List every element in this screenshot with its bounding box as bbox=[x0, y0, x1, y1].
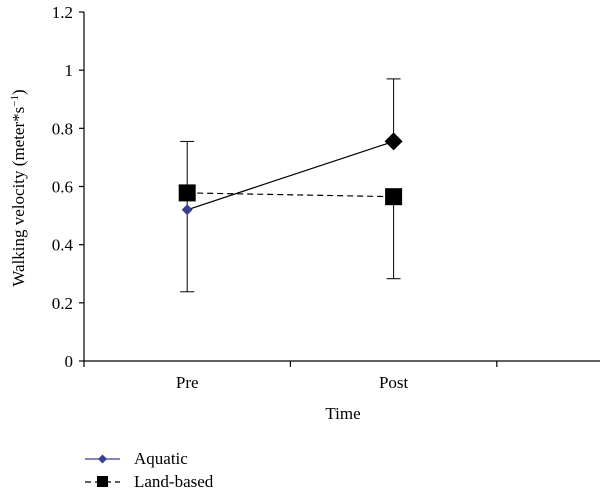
marker-aquatic bbox=[181, 204, 193, 216]
series-markers bbox=[178, 132, 403, 216]
legend-marker-land-based bbox=[97, 476, 108, 487]
x-tick-label: Post bbox=[379, 373, 409, 392]
marker-land-based bbox=[178, 184, 196, 202]
y-tick-label: 1.2 bbox=[52, 3, 73, 22]
y-axis-label: Walking velocity (meter*s−1) bbox=[9, 89, 28, 286]
legend-marker-aquatic bbox=[98, 454, 107, 464]
legend-label-aquatic: Aquatic bbox=[134, 449, 188, 468]
x-axis-label: Time bbox=[325, 404, 360, 423]
y-tick-label: 0.4 bbox=[52, 236, 74, 255]
y-tick-label: 0 bbox=[65, 352, 74, 371]
series-line-aquatic bbox=[187, 140, 394, 211]
y-tick-label: 1 bbox=[65, 61, 74, 80]
y-axis: 0 0.2 0.4 0.6 0.8 1 1.2 bbox=[52, 3, 85, 371]
series-line-land-based bbox=[187, 192, 394, 198]
series-lines bbox=[187, 140, 394, 211]
x-axis: Pre Post bbox=[83, 360, 600, 392]
legend-item-land-based: Land-based bbox=[85, 472, 214, 491]
error-bars bbox=[180, 78, 401, 293]
legend-item-aquatic: Aquatic bbox=[85, 449, 188, 468]
legend: Aquatic Land-based bbox=[85, 449, 214, 491]
legend-label-land-based: Land-based bbox=[134, 472, 214, 491]
x-tick-label: Pre bbox=[176, 373, 199, 392]
y-tick-label: 0.8 bbox=[52, 119, 73, 138]
y-tick-label: 0.6 bbox=[52, 178, 73, 197]
marker-aquatic bbox=[384, 132, 403, 151]
y-tick-label: 0.2 bbox=[52, 294, 73, 313]
marker-land-based bbox=[385, 188, 403, 206]
